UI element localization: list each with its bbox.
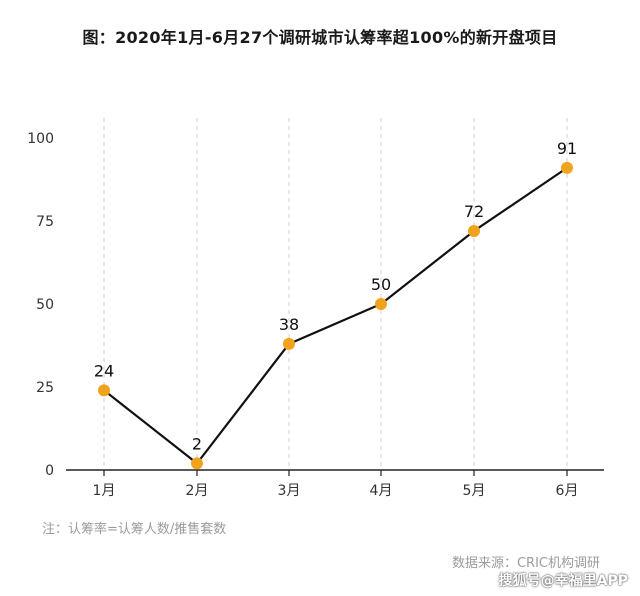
x-tick-label: 4月 [370,483,393,499]
y-tick-label: 25 [36,380,54,396]
y-tick-label: 100 [27,131,54,147]
data-points [98,161,573,470]
data-point [375,298,387,310]
x-tick-label: 3月 [278,483,301,499]
data-label: 91 [557,139,577,158]
y-tick-label: 50 [36,297,54,313]
data-label: 2 [192,434,202,453]
y-tick-label: 75 [36,214,54,230]
data-labels: 24 2 38 50 72 91 [94,139,577,453]
data-point [468,224,480,237]
series-line [103,166,568,465]
data-label: 50 [371,275,391,294]
data-source: 数据来源：CRIC机构调研 [451,556,600,571]
x-tick-label: 2月 [186,483,209,499]
x-tick-label: 1月 [93,483,116,499]
data-label: 24 [94,361,114,380]
footnote: 注：认筹率=认筹人数/推售套数 [42,522,227,537]
data-label: 38 [279,315,299,334]
data-point [98,384,110,397]
data-label: 72 [464,202,484,221]
data-point [561,161,573,174]
x-tick-label: 5月 [463,483,486,499]
y-tick-label: 0 [45,463,54,479]
x-tick-label: 6月 [556,483,579,499]
data-point [191,457,203,470]
grid-lines [103,118,568,470]
y-axis-ticks: 0 25 50 75 100 [27,131,54,479]
x-axis-ticks: 1月 2月 3月 4月 5月 6月 [93,470,579,499]
watermark: 搜狐号@幸福里APP [498,573,628,589]
data-point [283,337,295,350]
chart-title: 图：2020年1月-6月27个调研城市认筹率超100%的新开盘项目 [82,28,558,47]
